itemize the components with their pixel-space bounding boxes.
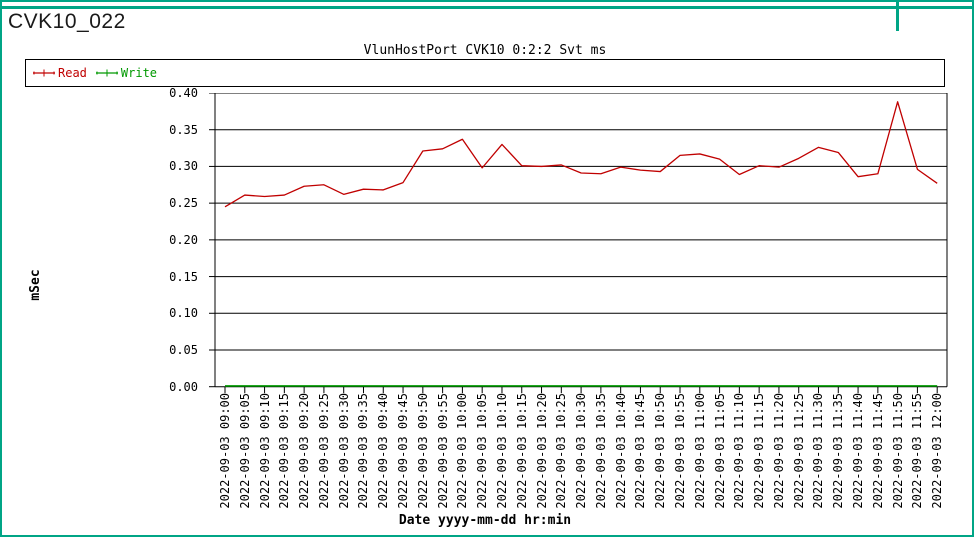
x-tick-label: 2022-09-03 11:20 xyxy=(771,393,786,509)
y-tick-label: 0.20 xyxy=(169,232,198,247)
x-tick-label: 2022-09-03 12:00 xyxy=(930,393,945,509)
legend-item-read: Read xyxy=(33,66,87,80)
read-series-line xyxy=(224,101,938,208)
window-title: CVK10_022 xyxy=(8,10,126,33)
x-tick-label: 2022-09-03 09:40 xyxy=(376,393,391,509)
x-tick-label: 2022-09-03 10:45 xyxy=(633,393,648,509)
x-tick-label: 2022-09-03 10:00 xyxy=(455,393,470,509)
x-tick-label: 2022-09-03 09:35 xyxy=(356,393,371,509)
legend: Read Write xyxy=(25,59,945,87)
x-tick-label: 2022-09-03 11:50 xyxy=(890,393,905,509)
legend-item-write: Write xyxy=(95,66,158,80)
legend-label: Write xyxy=(120,66,158,80)
y-tick-label: 0.00 xyxy=(169,379,198,394)
x-tick-label: 2022-09-03 09:00 xyxy=(218,393,232,509)
x-tick-label: 2022-09-03 11:35 xyxy=(831,393,846,509)
legend-marker-read-icon xyxy=(33,69,55,77)
x-tick-label: 2022-09-03 11:05 xyxy=(712,393,727,509)
y-tick-label: 0.05 xyxy=(169,342,198,357)
x-tick-label: 2022-09-03 11:00 xyxy=(692,393,707,509)
y-axis-label: mSec xyxy=(28,269,43,301)
x-tick-label: 2022-09-03 11:25 xyxy=(791,393,806,509)
y-tick-label: 0.10 xyxy=(169,306,198,321)
x-tick-label: 2022-09-03 09:30 xyxy=(336,393,351,509)
x-tick-label: 2022-09-03 10:15 xyxy=(514,393,529,509)
x-tick-label: 2022-09-03 09:50 xyxy=(415,393,430,509)
titlebar-separator xyxy=(896,2,899,31)
x-tick-label: 2022-09-03 10:25 xyxy=(554,393,569,509)
y-tick-label: 0.40 xyxy=(169,86,198,100)
titlebar-divider-line xyxy=(2,6,972,9)
y-tick-label: 0.35 xyxy=(169,122,198,137)
x-tick-label: 2022-09-03 10:40 xyxy=(613,393,628,509)
x-tick-label: 2022-09-03 10:55 xyxy=(673,393,688,509)
x-tick-label: 2022-09-03 10:05 xyxy=(475,393,490,509)
x-axis-label: Date yyyy-mm-dd hr:min xyxy=(398,513,572,528)
x-tick-label: 2022-09-03 09:20 xyxy=(297,393,312,509)
x-tick-label: 2022-09-03 11:45 xyxy=(870,393,885,509)
x-tick-label: 2022-09-03 09:15 xyxy=(277,393,292,509)
y-tick-label: 0.30 xyxy=(169,159,198,174)
plot-area xyxy=(209,93,948,394)
x-tick-label: 2022-09-03 11:55 xyxy=(910,393,925,509)
x-tick-label: 2022-09-03 09:10 xyxy=(257,393,272,509)
x-tick-label: 2022-09-03 11:30 xyxy=(811,393,826,509)
y-tick-label: 0.25 xyxy=(169,196,198,211)
x-tick-label: 2022-09-03 09:55 xyxy=(435,393,450,509)
legend-marker-write-icon xyxy=(95,69,118,77)
x-tick-label: 2022-09-03 11:15 xyxy=(752,393,767,509)
x-tick-label: 2022-09-03 10:30 xyxy=(574,393,589,509)
x-tick-label: 2022-09-03 10:20 xyxy=(534,393,549,509)
x-tick-label: 2022-09-03 09:45 xyxy=(396,393,411,509)
x-tick-label: 2022-09-03 09:25 xyxy=(316,393,331,509)
x-tick-label: 2022-09-03 10:35 xyxy=(593,393,608,509)
chart-title: VlunHostPort CVK10 0:2:2 Svt ms xyxy=(363,43,607,58)
x-tick-label: 2022-09-03 09:05 xyxy=(237,393,252,509)
x-tick-label: 2022-09-03 11:10 xyxy=(732,393,747,509)
x-tick-label: 2022-09-03 11:40 xyxy=(851,393,866,509)
legend-label: Read xyxy=(58,66,87,80)
y-tick-label: 0.15 xyxy=(169,269,198,284)
x-tick-label: 2022-09-03 10:50 xyxy=(653,393,668,509)
x-tick-label: 2022-09-03 10:10 xyxy=(494,393,509,509)
